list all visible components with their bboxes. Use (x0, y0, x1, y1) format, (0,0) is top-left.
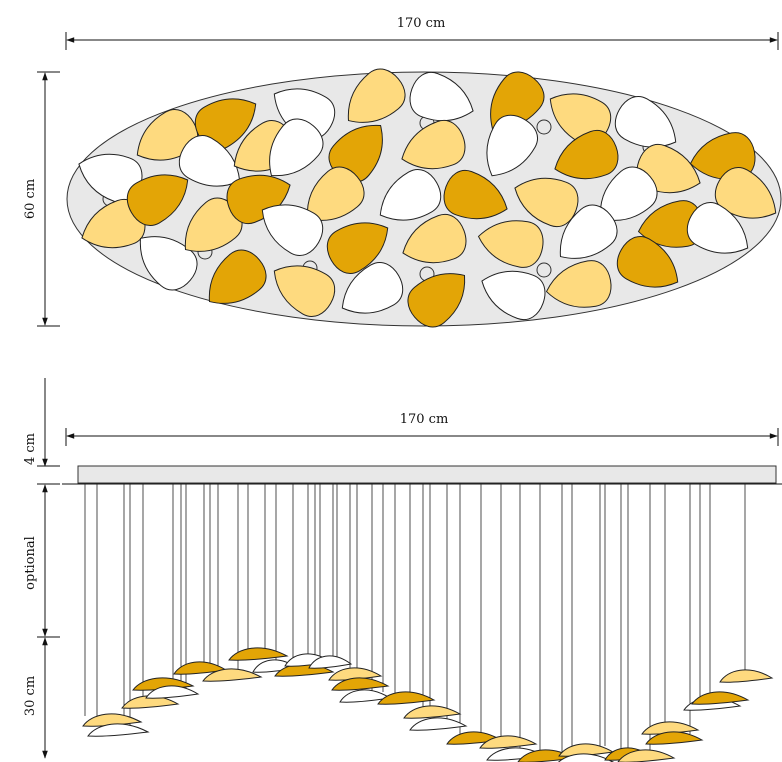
glass-drop (208, 249, 267, 304)
glass-pendant (202, 668, 263, 682)
top-height-label: 60 cm (23, 179, 38, 219)
glass-drop (341, 262, 404, 314)
glass-pendant (617, 749, 676, 762)
glass-pendant (409, 717, 468, 731)
glass-pendant (87, 723, 150, 737)
glass-pendant (403, 705, 462, 719)
glass-drop (486, 114, 538, 177)
glass-drop (481, 270, 546, 321)
glass-drop (714, 167, 777, 219)
top-view: 170 cm 60 cm (23, 16, 782, 328)
glass-drop (273, 265, 336, 317)
glass-pendants-side-view (82, 647, 774, 762)
glass-drop (401, 119, 466, 170)
glass-drop (599, 166, 658, 221)
glass-drop (614, 96, 677, 148)
cable-length-label: optional (23, 536, 38, 590)
glass-drop (443, 169, 508, 220)
glass-pendant (328, 667, 383, 681)
canopy-plate-side-view (77, 465, 777, 484)
side-view: 170 cm 4 cm optional 30 cm (23, 378, 782, 762)
side-width-label: 170 cm (400, 412, 449, 427)
glass-drop (686, 202, 749, 254)
glass-pendant (331, 677, 390, 691)
glass-drop (402, 213, 467, 264)
glass-pendant (377, 691, 436, 705)
glass-pendant (82, 713, 143, 727)
mount-point (536, 119, 552, 135)
glass-drop (554, 129, 619, 180)
glass-pendant (228, 647, 289, 661)
top-width-label: 170 cm (397, 16, 446, 31)
glass-drop (261, 204, 324, 256)
glass-drops-top-view (78, 68, 777, 328)
drop-height-label: 30 cm (23, 676, 38, 716)
glass-drop (477, 220, 544, 268)
glass-drop (269, 118, 324, 177)
glass-pendant (719, 669, 774, 683)
glass-drop (347, 68, 406, 123)
glass-drop (178, 135, 241, 187)
glass-pendant (479, 735, 538, 749)
glass-drop (559, 204, 618, 259)
mount-point (536, 262, 552, 278)
glass-drop (379, 169, 442, 221)
glass-drop (407, 273, 466, 328)
glass-pendant (641, 721, 700, 735)
glass-pendant (121, 695, 180, 709)
suspension-cables (84, 484, 746, 756)
glass-drop (545, 260, 612, 308)
glass-pendant (145, 685, 200, 699)
glass-drop (306, 166, 365, 221)
glass-drop (616, 236, 679, 288)
glass-drop (514, 177, 579, 228)
glass-pendant (691, 691, 750, 705)
glass-drop (136, 109, 199, 161)
glass-pendant (308, 655, 353, 669)
glass-drop (126, 174, 189, 226)
glass-drop (139, 236, 198, 291)
canopy-height-label: 4 cm (23, 433, 38, 465)
glass-drop (326, 222, 389, 274)
glass-pendant (645, 731, 704, 745)
